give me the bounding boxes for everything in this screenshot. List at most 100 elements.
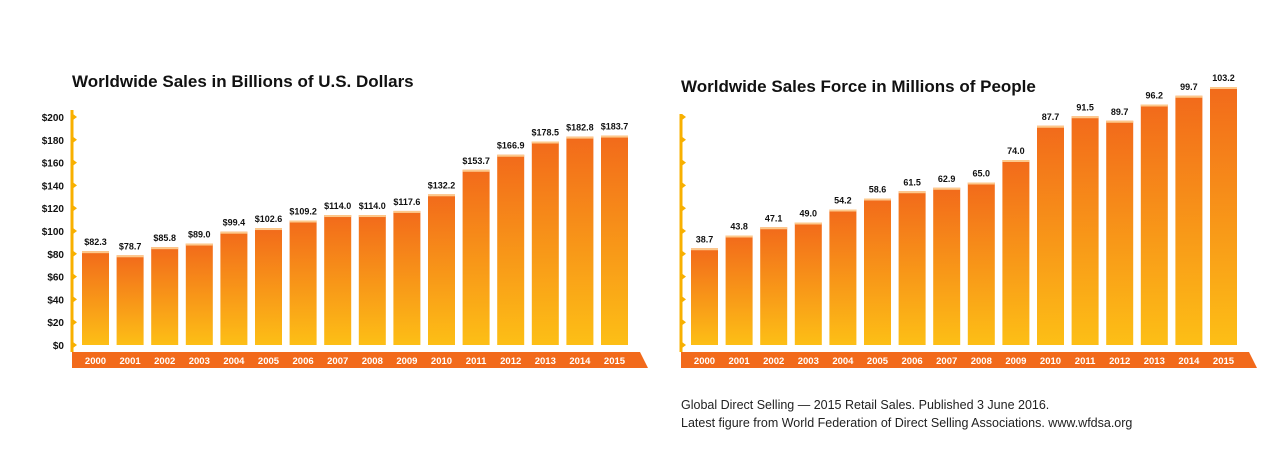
y-tick-label: $0 (53, 341, 65, 352)
bar-highlight (829, 209, 857, 212)
y-tick-label: $180 (42, 136, 65, 147)
bar (725, 235, 753, 345)
bar-value-label: $89.0 (188, 230, 211, 240)
x-tick-label: 2005 (867, 356, 889, 367)
x-tick-label: 2002 (763, 356, 784, 367)
y-tick-label: $60 (47, 273, 64, 284)
bar (566, 136, 594, 345)
x-tick-label: 2000 (85, 356, 106, 367)
bar-highlight (185, 243, 213, 246)
bar-value-label: $183.7 (601, 122, 629, 132)
sales-chart-title: Worldwide Sales in Billions of U.S. Doll… (72, 72, 414, 91)
x-tick-label: 2014 (569, 356, 591, 367)
bar-value-label: 65.0 (973, 169, 991, 179)
bar-value-label: $102.6 (255, 214, 283, 224)
y-tick-mark (73, 159, 77, 166)
y-tick-label: $80 (47, 250, 64, 261)
bar (1071, 116, 1099, 345)
bar (462, 169, 490, 345)
bar (794, 222, 822, 345)
bar (1037, 125, 1064, 345)
bar (289, 220, 317, 345)
x-tick-label: 2003 (798, 356, 819, 367)
bar-value-label: 38.7 (696, 234, 714, 244)
x-tick-label: 2008 (971, 356, 992, 367)
bar-highlight (864, 198, 891, 201)
x-tick-label: 2009 (1005, 356, 1026, 367)
source-footnote: Global Direct Selling — 2015 Retail Sale… (681, 396, 1132, 432)
sales-bar-chart: $200 $180 $160 $140 $120 $100 $80 $60 $40 $20 $0 $8… (42, 110, 648, 368)
bar-highlight (1210, 87, 1237, 89)
y-tick-mark (682, 159, 686, 166)
bar-value-label: $182.8 (566, 123, 594, 133)
y-tick-mark (73, 273, 77, 280)
bar-highlight (497, 154, 525, 157)
bar-highlight (82, 251, 109, 254)
x-tick-label: 2015 (604, 356, 626, 367)
bar (1175, 95, 1203, 345)
bar (255, 228, 282, 345)
y-tick-mark (682, 228, 686, 234)
bar-highlight (794, 222, 822, 225)
x-tick-label: 2013 (1144, 356, 1165, 367)
bar-highlight (967, 182, 995, 185)
x-tick-label: 2010 (1040, 356, 1061, 367)
x-tick-label: 2012 (500, 356, 521, 367)
bar (82, 251, 109, 345)
bar-highlight (760, 227, 788, 230)
bar-highlight (358, 215, 386, 218)
y-tick-mark (73, 136, 77, 143)
bar-highlight (116, 255, 144, 258)
y-tick-mark (682, 342, 686, 348)
bar (116, 255, 144, 345)
x-tick-label: 2005 (258, 356, 280, 367)
bar-value-label: 91.5 (1076, 102, 1094, 112)
bar-value-label: 49.0 (800, 209, 818, 219)
bar-value-label: 47.1 (765, 213, 783, 223)
bar (185, 243, 213, 345)
x-tick-label: 2009 (396, 356, 417, 367)
bar-highlight (1106, 120, 1134, 123)
bar-highlight (151, 247, 179, 250)
x-tick-label: 2008 (362, 356, 383, 367)
x-tick-label: 2000 (694, 356, 715, 367)
bar (428, 194, 455, 345)
bar-value-label: $82.3 (84, 237, 107, 247)
bar-value-label: 74.0 (1007, 146, 1025, 156)
bar-highlight (255, 228, 282, 231)
y-tick-mark (682, 296, 686, 303)
bar (601, 135, 628, 345)
x-tick-label: 2015 (1213, 356, 1235, 367)
y-tick-mark (73, 319, 77, 326)
y-tick-mark (682, 273, 686, 280)
y-tick-mark (682, 114, 686, 120)
x-tick-label: 2004 (832, 356, 854, 367)
bar-value-label: 61.5 (903, 177, 921, 187)
bar-highlight (462, 169, 490, 172)
bar-highlight (566, 136, 594, 139)
x-tick-label: 2010 (431, 356, 452, 367)
y-tick-label: $200 (42, 113, 65, 124)
bar-value-label: $153.7 (462, 156, 490, 166)
y-tick-label: $120 (42, 204, 65, 215)
bar-value-label: $132.2 (428, 180, 456, 190)
bar-value-label: 87.7 (1042, 112, 1060, 122)
x-tick-label: 2012 (1109, 356, 1130, 367)
y-tick-label: $40 (47, 295, 64, 306)
y-tick-mark (73, 296, 77, 303)
bar-highlight (1175, 95, 1203, 98)
bar (220, 231, 248, 345)
bar (691, 248, 718, 345)
bar (1106, 120, 1134, 345)
bar-value-label: 99.7 (1180, 82, 1198, 92)
x-axis-band (72, 352, 648, 368)
bar-highlight (393, 210, 421, 213)
y-tick-mark (682, 205, 686, 212)
bar (497, 154, 525, 345)
bar (829, 209, 857, 345)
y-tick-mark (682, 319, 686, 326)
x-tick-label: 2011 (466, 356, 487, 367)
y-tick-mark (682, 250, 686, 257)
bar-highlight (289, 220, 317, 223)
x-tick-label: 2007 (327, 356, 348, 367)
